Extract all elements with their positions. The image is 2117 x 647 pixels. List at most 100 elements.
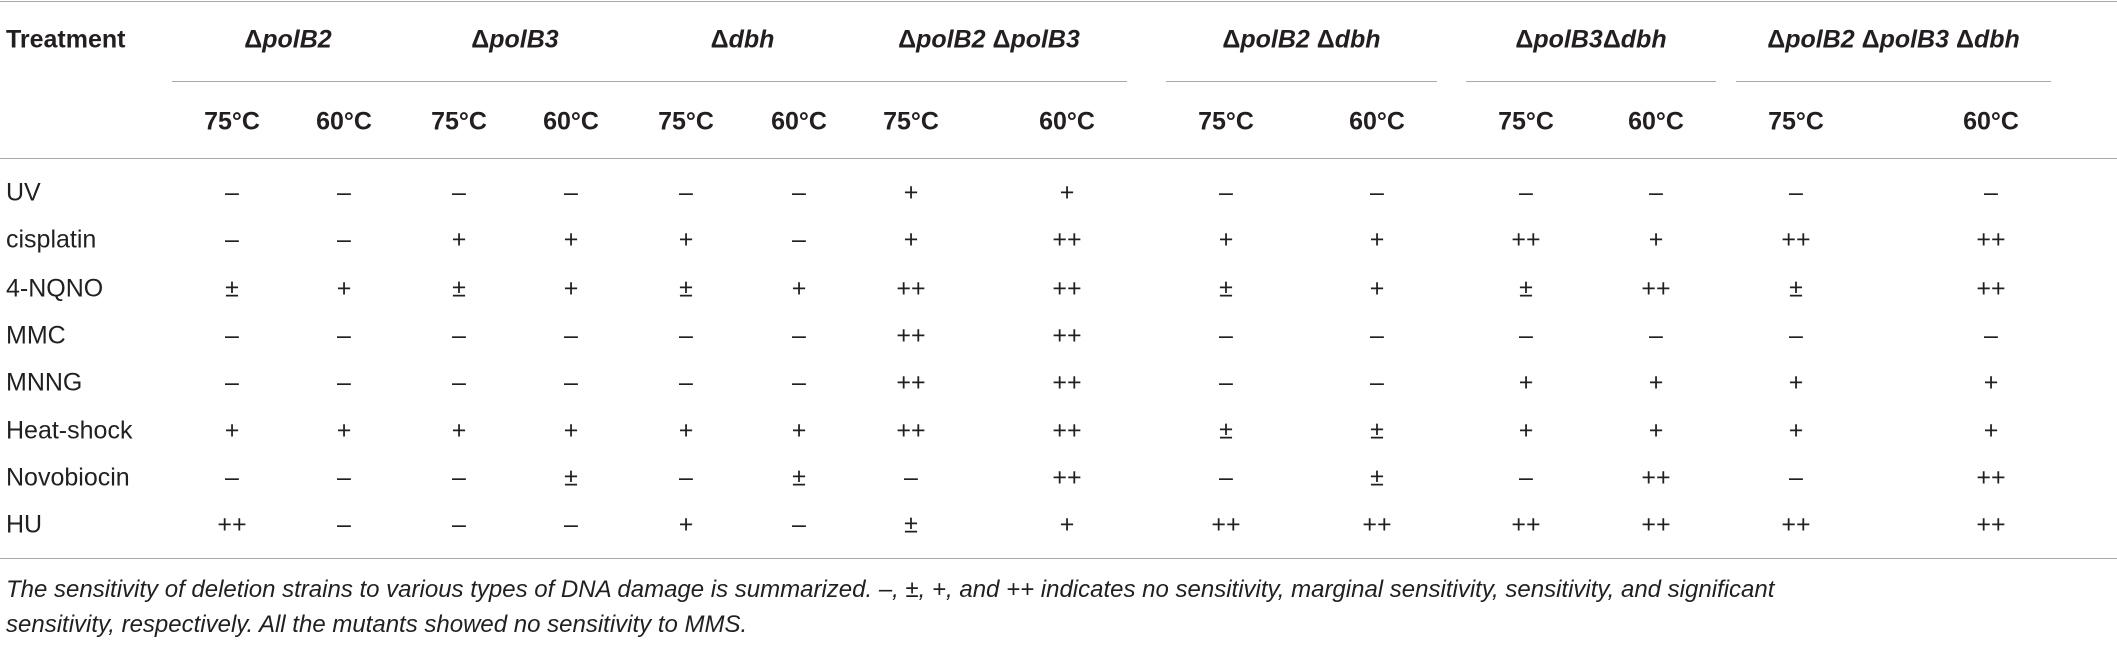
cell: – [679, 321, 693, 350]
group-header: ΔpolB2 [244, 26, 331, 55]
row-label: 4-NQNO [6, 274, 104, 303]
cell: ++ [896, 416, 926, 445]
cell: + [1059, 510, 1075, 539]
cell: – [1789, 321, 1803, 350]
sub-header: 60°C [771, 107, 827, 136]
cell: + [1788, 416, 1804, 445]
cell: + [451, 225, 467, 254]
row-label: UV [6, 178, 41, 207]
group-header-part: Δ [1222, 25, 1241, 54]
group-header: ΔpolB2 ΔpolB3 [898, 26, 1080, 55]
cell: – [1219, 321, 1233, 350]
group-header-part: Δ [1861, 25, 1880, 54]
cell: + [903, 178, 919, 207]
cell: ± [225, 274, 239, 303]
top-rule [0, 1, 2117, 2]
cell: + [1648, 368, 1664, 397]
cell: + [1648, 416, 1664, 445]
cell: – [452, 463, 466, 492]
cell: ++ [1511, 225, 1541, 254]
cell: – [452, 368, 466, 397]
cell: – [1984, 178, 1998, 207]
cell: – [792, 225, 806, 254]
cell: – [1789, 178, 1803, 207]
cell: – [1370, 368, 1384, 397]
cell: + [1369, 274, 1385, 303]
cell: – [225, 178, 239, 207]
group-header-part: dbh [1334, 25, 1381, 54]
sub-header: 75°C [431, 107, 487, 136]
cell: + [1218, 225, 1234, 254]
cell: – [1789, 463, 1803, 492]
cell: – [225, 463, 239, 492]
cell: – [679, 178, 693, 207]
cell: + [563, 416, 579, 445]
cell: – [337, 178, 351, 207]
cell: ++ [1052, 463, 1082, 492]
cell: + [1518, 416, 1534, 445]
cell: + [678, 416, 694, 445]
group-header-part: Δ [1316, 25, 1335, 54]
group-header-part: dbh [1973, 25, 2020, 54]
group-header: ΔpolB2 Δdbh [1222, 26, 1380, 55]
cell: – [1649, 321, 1663, 350]
group-underline [172, 81, 404, 82]
cell: – [1219, 463, 1233, 492]
sub-header: 75°C [204, 107, 260, 136]
group-header-part: polB2 [262, 25, 332, 54]
sub-header: 60°C [1628, 107, 1684, 136]
group-header-part: polB3 [1879, 25, 1956, 54]
group-header-part: Δ [1515, 25, 1534, 54]
group-header-part: Δ [471, 25, 490, 54]
cell: ++ [1052, 225, 1082, 254]
cell: + [224, 416, 240, 445]
cell: + [336, 416, 352, 445]
cell: ++ [1052, 368, 1082, 397]
cell: – [337, 463, 351, 492]
cell: – [792, 178, 806, 207]
cell: + [1518, 368, 1534, 397]
cell: + [678, 510, 694, 539]
cell: – [679, 463, 693, 492]
cell: – [452, 178, 466, 207]
cell: – [564, 510, 578, 539]
group-header-part: Δ [710, 25, 729, 54]
group-header-part: dbh [728, 25, 775, 54]
group-header-part: polB2 [1785, 25, 1862, 54]
cell: + [1648, 225, 1664, 254]
cell: + [1788, 368, 1804, 397]
cell: ++ [1052, 274, 1082, 303]
cell: ++ [896, 321, 926, 350]
cell: ± [1370, 416, 1384, 445]
row-label: MMC [6, 321, 66, 350]
cell: ± [564, 463, 578, 492]
group-underline [1466, 81, 1716, 82]
cell: – [225, 368, 239, 397]
cell: – [1219, 368, 1233, 397]
sub-header: 75°C [658, 107, 714, 136]
cell: – [564, 178, 578, 207]
cell: ± [1370, 463, 1384, 492]
cell: ± [792, 463, 806, 492]
cell: ++ [1052, 416, 1082, 445]
corner-header: Treatment [6, 25, 126, 54]
cell: – [1370, 321, 1384, 350]
row-label: HU [6, 510, 43, 539]
sub-header: 75°C [1198, 107, 1254, 136]
row-label: Heat-shock [6, 416, 133, 445]
cell: – [1370, 178, 1384, 207]
cell: – [792, 368, 806, 397]
group-header-part: polB3 [1533, 25, 1603, 54]
group-header-part: Δ [992, 25, 1011, 54]
caption-line: The sensitivity of deletion strains to v… [6, 576, 1775, 603]
group-underline [399, 81, 631, 82]
cell: – [679, 368, 693, 397]
group-header-part: dbh [1620, 25, 1667, 54]
row-label: MNNG [6, 368, 83, 397]
cell: – [337, 510, 351, 539]
cell: ± [679, 274, 693, 303]
sub-header: 60°C [543, 107, 599, 136]
group-underline [1736, 81, 2051, 82]
cell: + [1369, 225, 1385, 254]
cell: + [451, 416, 467, 445]
